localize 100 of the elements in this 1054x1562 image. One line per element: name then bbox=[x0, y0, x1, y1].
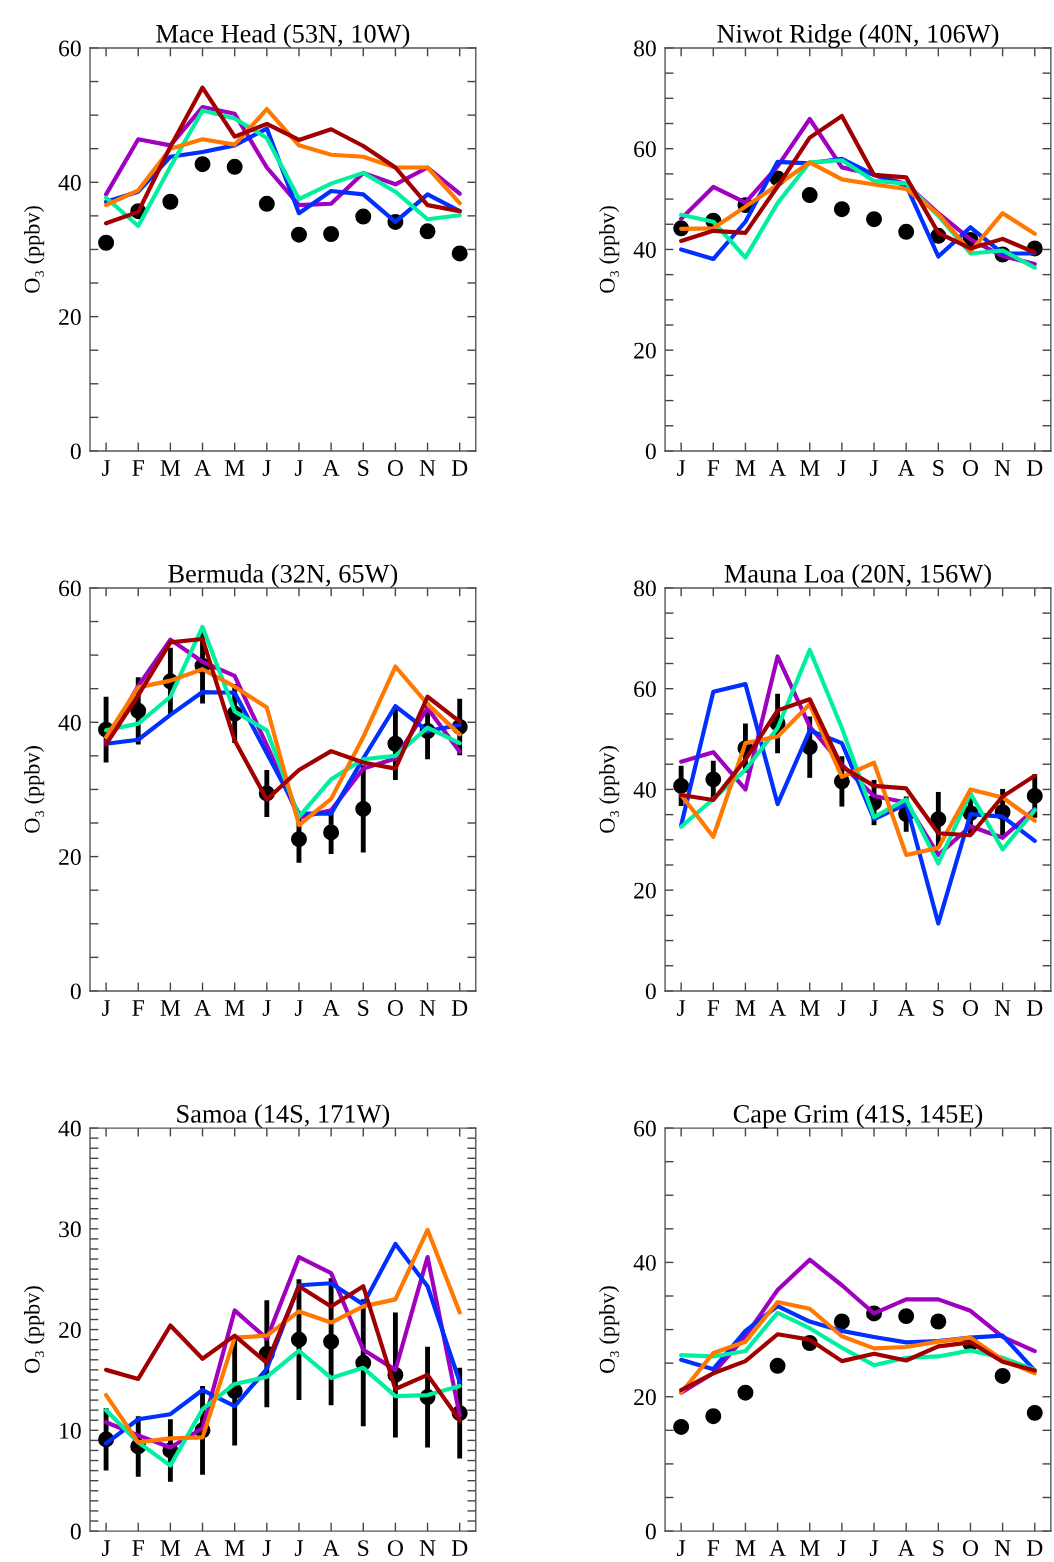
chart-title: Bermuda (32N, 65W) bbox=[168, 564, 398, 588]
chart-title: Mace Head (53N, 10W) bbox=[156, 24, 410, 49]
chart-title: Mauna Loa (20N, 156W) bbox=[724, 564, 991, 588]
x-tick-label: A bbox=[769, 1000, 786, 1016]
x-tick-label: S bbox=[358, 1000, 369, 1016]
point bbox=[737, 1384, 754, 1401]
y-tick-label: 0 bbox=[645, 443, 656, 460]
x-tick-label: F bbox=[707, 1540, 720, 1556]
y-tick-label: 40 bbox=[58, 174, 81, 191]
x-tick-label: J bbox=[294, 460, 304, 476]
x-tick-label: F bbox=[707, 460, 720, 476]
point bbox=[323, 226, 340, 242]
x-tick-label: A bbox=[194, 460, 211, 476]
x-tick-label: D bbox=[1026, 460, 1043, 476]
x-tick-label: M bbox=[160, 460, 181, 476]
y-tick-label: 0 bbox=[70, 983, 81, 1000]
y-tick-label: 60 bbox=[59, 580, 81, 597]
point bbox=[194, 156, 211, 173]
x-tick-label: M bbox=[224, 1540, 245, 1556]
point bbox=[930, 1313, 947, 1330]
y-axis-title: O₃ (ppbv) bbox=[599, 1286, 620, 1373]
x-tick-label: M bbox=[799, 1000, 820, 1016]
x-tick-label: A bbox=[897, 460, 915, 476]
y-tick-label: 20 bbox=[59, 849, 81, 866]
y-tick-label: 20 bbox=[59, 1322, 81, 1338]
point bbox=[387, 735, 404, 752]
point bbox=[290, 226, 307, 243]
point bbox=[290, 831, 307, 848]
point bbox=[355, 208, 372, 225]
point bbox=[1026, 1404, 1043, 1421]
point bbox=[898, 223, 915, 240]
x-tick-label: A bbox=[897, 1000, 915, 1016]
point bbox=[323, 824, 340, 841]
x-tick-label: J bbox=[101, 1000, 111, 1016]
x-tick-label: F bbox=[132, 460, 144, 476]
point bbox=[1026, 788, 1043, 804]
x-tick-label: F bbox=[707, 1000, 720, 1016]
x-tick-label: O bbox=[962, 1540, 979, 1557]
x-tick-label: M bbox=[735, 1540, 756, 1556]
chart-title: Samoa (14S, 171W) bbox=[177, 1104, 390, 1129]
point bbox=[833, 1313, 850, 1330]
point bbox=[769, 1357, 786, 1374]
y-axis-title: O₃ (ppbv) bbox=[24, 746, 45, 833]
x-tick-label: J bbox=[101, 460, 111, 476]
x-tick-label: N bbox=[419, 1540, 436, 1556]
x-tick-label: S bbox=[358, 460, 369, 476]
point bbox=[705, 771, 722, 788]
x-tick-label: J bbox=[294, 1540, 304, 1557]
point bbox=[705, 1408, 722, 1425]
x-tick-label: S bbox=[933, 1540, 944, 1557]
x-tick-label: J bbox=[869, 1000, 879, 1016]
x-tick-label: N bbox=[994, 460, 1011, 476]
point bbox=[898, 1308, 915, 1325]
x-tick-label: D bbox=[451, 460, 468, 476]
x-tick-label: J bbox=[677, 1540, 686, 1557]
chart-title: Niwot Ridge (40N, 106W) bbox=[717, 24, 999, 49]
x-tick-label: N bbox=[419, 1000, 436, 1016]
x-tick-label: D bbox=[1026, 1540, 1043, 1556]
x-tick-label: D bbox=[1026, 1000, 1043, 1016]
x-tick-label: J bbox=[869, 1540, 879, 1557]
x-tick-label: F bbox=[132, 1540, 144, 1556]
point bbox=[451, 245, 468, 262]
y-tick-label: 20 bbox=[59, 309, 81, 326]
x-tick-label: A bbox=[897, 1540, 915, 1556]
x-tick-label: M bbox=[224, 1000, 245, 1016]
point bbox=[673, 777, 690, 794]
x-tick-label: J bbox=[677, 460, 686, 476]
point bbox=[866, 211, 883, 228]
y-tick-label: 0 bbox=[70, 443, 81, 460]
y-tick-label: 40 bbox=[633, 241, 656, 258]
line-series bbox=[679, 1332, 1037, 1393]
point bbox=[290, 1331, 307, 1348]
y-tick-label: 20 bbox=[634, 342, 656, 359]
point bbox=[355, 800, 372, 817]
x-tick-label: S bbox=[358, 1540, 369, 1557]
x-tick-label: A bbox=[194, 1540, 211, 1556]
x-tick-label: D bbox=[451, 1000, 468, 1016]
x-tick-label: M bbox=[799, 1540, 820, 1556]
line-series bbox=[104, 1348, 462, 1468]
point bbox=[801, 187, 818, 204]
x-tick-label: O bbox=[387, 1000, 403, 1016]
x-tick-label: M bbox=[160, 1540, 181, 1556]
x-tick-label: J bbox=[837, 1000, 846, 1016]
point bbox=[323, 1333, 340, 1350]
y-axis-title: O₃ (ppbv) bbox=[599, 746, 620, 833]
point bbox=[673, 1418, 690, 1435]
point bbox=[130, 702, 147, 719]
x-tick-label: O bbox=[387, 1540, 403, 1557]
chart-title: Cape Grim (41S, 145E) bbox=[733, 1104, 983, 1129]
x-tick-label: J bbox=[294, 1000, 304, 1016]
y-axis-title: O₃ (ppbv) bbox=[24, 206, 45, 293]
x-tick-label: S bbox=[933, 1000, 944, 1016]
x-tick-label: N bbox=[419, 460, 436, 476]
y-tick-label: 20 bbox=[634, 1389, 656, 1406]
x-tick-label: N bbox=[994, 1540, 1011, 1556]
point bbox=[994, 1367, 1011, 1384]
y-tick-label: 30 bbox=[59, 1221, 81, 1238]
y-tick-label: 0 bbox=[70, 1523, 81, 1540]
y-tick-label: 40 bbox=[633, 1254, 656, 1271]
x-tick-label: J bbox=[837, 1540, 846, 1557]
